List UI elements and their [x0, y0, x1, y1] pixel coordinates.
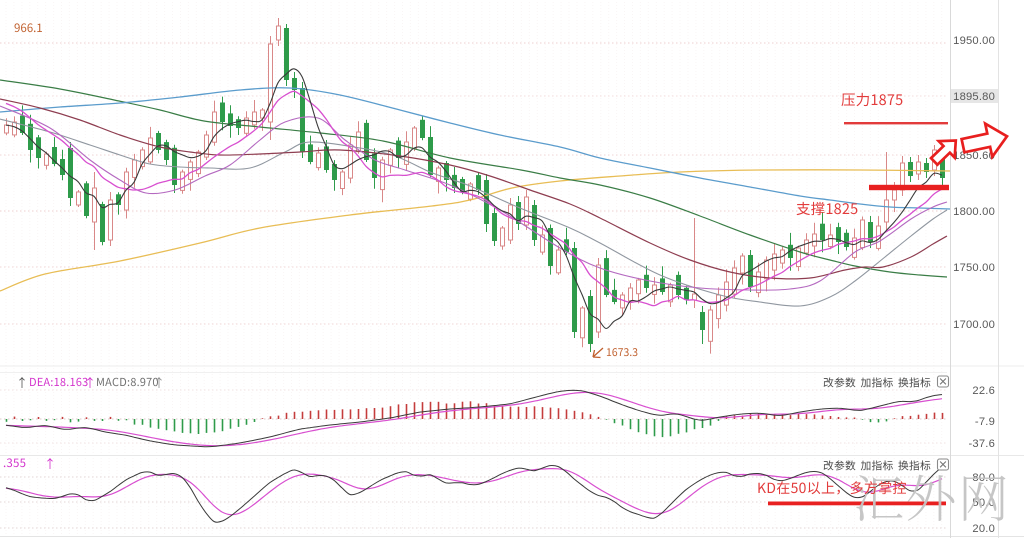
svg-text:1750.00: 1750.00 [953, 262, 995, 274]
svg-text:1895.80: 1895.80 [953, 91, 995, 103]
svg-text:1850.60: 1850.60 [953, 150, 995, 162]
svg-text:20.0: 20.0 [972, 523, 995, 535]
svg-text:-7.9: -7.9 [975, 416, 995, 428]
svg-text:1950.00: 1950.00 [953, 35, 995, 47]
svg-text:22.6: 22.6 [972, 385, 995, 397]
svg-text:1800.00: 1800.00 [953, 206, 995, 218]
svg-text:-37.6: -37.6 [969, 438, 996, 450]
svg-text:1700.00: 1700.00 [953, 319, 995, 331]
